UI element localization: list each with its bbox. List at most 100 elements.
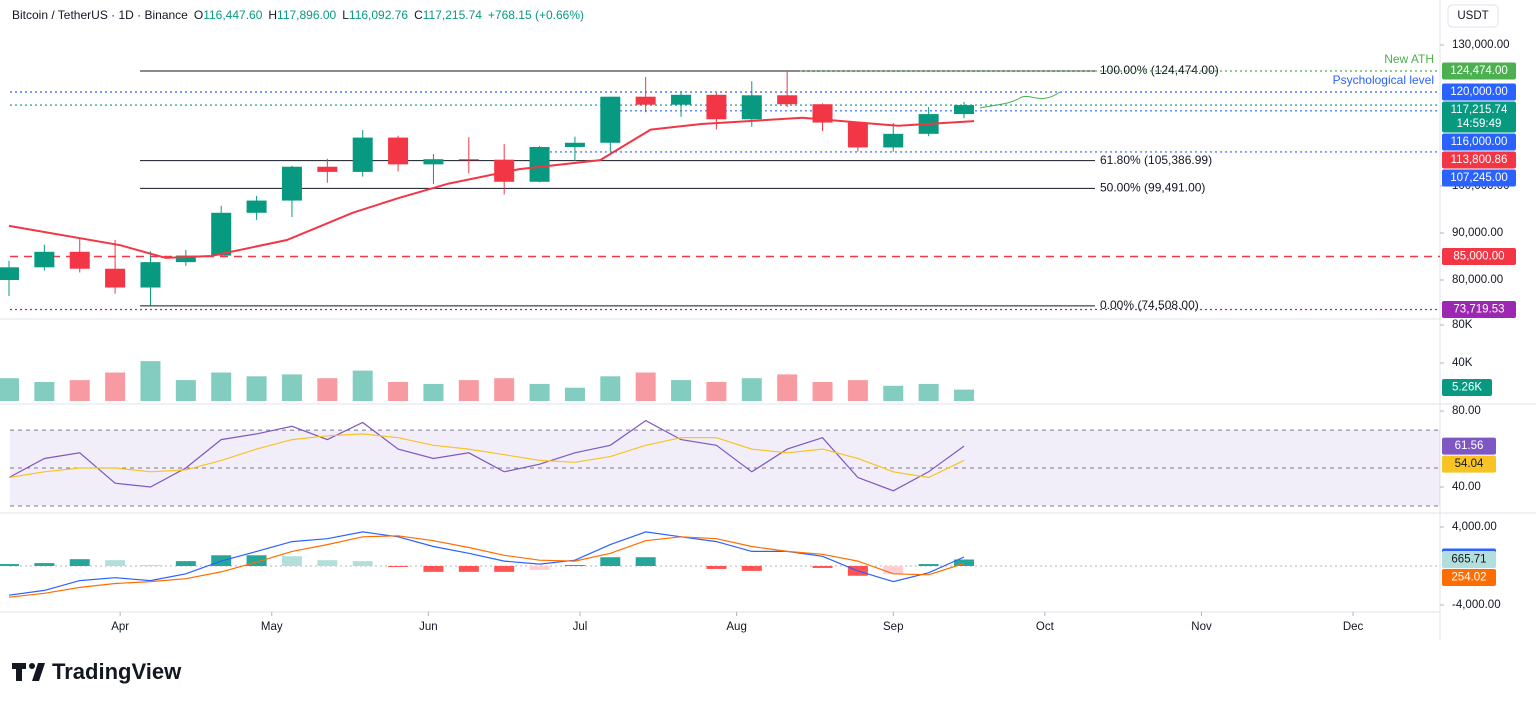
candle-body [883, 133, 904, 148]
fib-label: 0.00% (74,508.00) [1100, 298, 1199, 312]
histogram-bar [635, 557, 656, 567]
volume-bar [423, 383, 444, 401]
candle-body [458, 159, 479, 161]
volume-bar [494, 378, 515, 401]
symbol: Bitcoin / TetherUS · 1D · Binance [12, 8, 188, 22]
x-tick-label: May [261, 621, 283, 633]
histogram-bar [281, 556, 302, 567]
volume-bar [317, 378, 338, 401]
y-tick-label: 80K [1452, 319, 1473, 331]
volume-bar [777, 374, 798, 401]
histogram-bar [246, 555, 267, 567]
candle-body [69, 251, 90, 269]
level-note: New ATH [1384, 52, 1434, 66]
volume-bar [883, 385, 904, 401]
histogram-label-box [1442, 551, 1496, 569]
x-tick-label: Apr [111, 621, 129, 633]
volume-bar [388, 382, 409, 401]
histogram-bar [600, 557, 621, 567]
price-label: 120,000.00 [1450, 86, 1508, 98]
volume-bar [175, 380, 196, 401]
histogram-bar [388, 566, 409, 567]
volume-bar [281, 374, 302, 401]
candle-body [175, 255, 196, 263]
indicator-line [8, 419, 965, 492]
histogram-bar [34, 563, 55, 567]
volume-bar [635, 372, 656, 401]
histogram-bar [494, 566, 515, 572]
x-tick-label: Oct [1036, 621, 1055, 633]
volume-bar [211, 372, 232, 401]
candle-body [529, 146, 550, 182]
volume-label-box [1442, 379, 1492, 397]
volume-bar [918, 383, 939, 401]
fib-label: 61.80% (105,386.99) [1100, 153, 1212, 167]
volume-bar [34, 382, 55, 401]
y-tick-label: 80,000.00 [1452, 274, 1503, 286]
ohlc-key: O [194, 8, 203, 22]
volume-bar [458, 380, 479, 401]
histogram-bar [458, 566, 479, 572]
candle-body [600, 96, 621, 143]
histogram-bar [175, 561, 196, 567]
candle-body [741, 95, 762, 120]
indicator-label-box [1442, 569, 1496, 587]
volume-bar [847, 380, 868, 401]
histogram-bar [883, 566, 904, 574]
volume-bar [706, 382, 727, 401]
price-label: 116,000.00 [1451, 136, 1508, 148]
ohlc-value: 116,447.60 [203, 8, 262, 22]
y-tick-label: 4,000.00 [1452, 521, 1497, 533]
x-tick-label: Dec [1343, 621, 1364, 633]
price-label: 107,245.00 [1450, 172, 1508, 184]
x-tick-label: Jul [573, 621, 588, 633]
indicator-line [8, 531, 965, 596]
volume-bar [105, 372, 126, 401]
histogram-bar [706, 566, 727, 569]
volume-bar [246, 376, 267, 401]
x-tick-label: Sep [883, 621, 903, 633]
volume-label: 5.26K [1452, 382, 1482, 394]
volume-bar [600, 376, 621, 401]
volume-bar [741, 378, 762, 401]
indicator-label-box [1442, 455, 1496, 473]
y-tick-label: 80.00 [1452, 405, 1481, 417]
indicator-label-box [1442, 437, 1496, 455]
candle-body [954, 105, 975, 115]
level-note: Psychological level [1333, 73, 1434, 87]
volume-bar [352, 370, 373, 401]
histogram-bar [105, 560, 126, 567]
histogram-bar [812, 566, 833, 568]
candle-body [564, 142, 585, 147]
candle-body [0, 267, 19, 281]
y-tick-label: -4,000.00 [1452, 599, 1501, 611]
candle-body [812, 104, 833, 123]
volume-bar [954, 389, 975, 401]
ohlc-value: 117,215.74 [423, 8, 482, 22]
candle-body [388, 137, 409, 165]
price-label: 124,474.00 [1450, 65, 1508, 77]
x-tick-label: Aug [726, 621, 746, 633]
currency-button[interactable] [1447, 4, 1499, 28]
price-label-box [1442, 247, 1516, 265]
volume-bar [812, 382, 833, 401]
countdown: 14:59:49 [1457, 118, 1502, 130]
indicator-label: 61.56 [1455, 440, 1484, 452]
histogram-bar [954, 559, 975, 567]
price-label: 85,000.00 [1453, 251, 1504, 263]
ohlc-key: C [414, 8, 423, 22]
candle-body [423, 159, 444, 165]
fib-label: 50.00% (99,491.00) [1100, 181, 1205, 195]
histogram-bar [918, 564, 939, 567]
ohlc-key: L [342, 8, 349, 22]
candle-body [847, 122, 868, 148]
price-label-box [1442, 151, 1516, 169]
candle-body [140, 262, 161, 288]
histogram-bar [741, 566, 762, 571]
candle-body [635, 96, 656, 105]
change: +768.15 (+0.66%) [488, 8, 584, 22]
brand-logo [12, 663, 45, 681]
currency[interactable]: USDT [1457, 10, 1488, 22]
